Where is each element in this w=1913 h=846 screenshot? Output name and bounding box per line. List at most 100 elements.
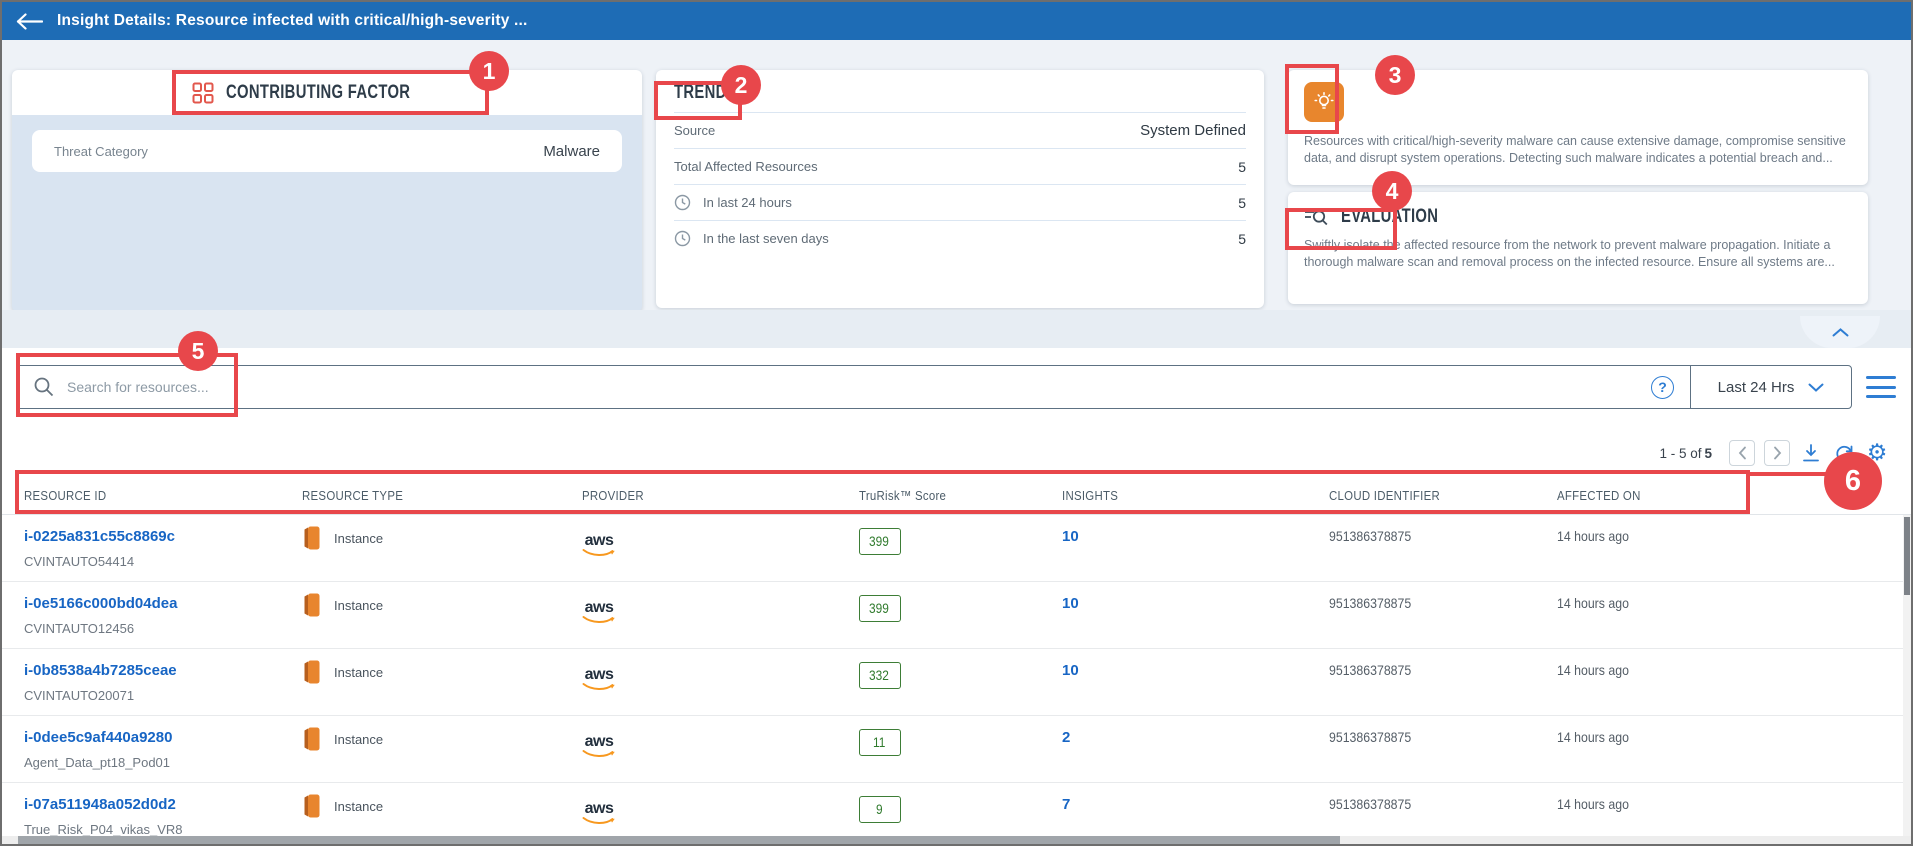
annotation-line-6 (1746, 472, 1830, 476)
trurisk-score-cell: 399 (859, 515, 1062, 555)
resources-panel: ? Last 24 Hrs 1 - 5 of5 (2, 348, 1911, 844)
instance-icon (302, 659, 322, 685)
help-icon[interactable]: ? (1651, 376, 1674, 399)
column-header-cloud-identifier[interactable]: CLOUD IDENTIFIER (1329, 487, 1557, 505)
insights-link[interactable]: 10 (1062, 662, 1079, 679)
resource-type-cell: Instance (302, 515, 582, 551)
trending-row-source: Source System Defined (674, 112, 1246, 148)
chevron-left-icon (1738, 446, 1747, 460)
resource-id-link[interactable]: i-07a511948a052d0d2 (24, 796, 176, 813)
resource-type-cell: Instance (302, 649, 582, 685)
threat-category-value: Malware (543, 143, 600, 160)
aws-smile (582, 816, 616, 825)
column-header-resource-id[interactable]: RESOURCE ID (24, 487, 302, 505)
resource-type-cell: Instance (302, 783, 582, 819)
insights-cell: 7 (1062, 783, 1329, 814)
top-bar: Insight Details: Resource infected with … (2, 2, 1911, 40)
aws-logo: aws (582, 662, 616, 691)
resource-id-link[interactable]: i-0dee5c9af440a9280 (24, 729, 172, 746)
last-24-hours-value: 5 (1238, 195, 1246, 211)
resource-id-link[interactable]: i-0225a831c55c8869c (24, 528, 175, 545)
table-body: i-0225a831c55c8869c CVINTAUTO54414 Insta… (2, 515, 1911, 846)
trending-card: TRENDING Source System Defined Total Aff… (656, 70, 1264, 308)
source-label: Source (674, 123, 715, 138)
trurisk-score-badge: 399 (859, 595, 901, 622)
resource-name: CVINTAUTO12456 (24, 621, 302, 636)
back-button[interactable] (16, 13, 43, 30)
cloud-identifier-cell: 951386378875 (1329, 515, 1557, 546)
trurisk-score-badge: 11 (859, 729, 901, 756)
cloud-identifier-value: 951386378875 (1329, 528, 1411, 544)
trending-row-24h: In last 24 hours 5 (674, 184, 1246, 220)
resource-id-cell: i-0dee5c9af440a9280 Agent_Data_pt18_Pod0… (24, 716, 302, 770)
lightbulb-icon (1304, 82, 1344, 122)
annotation-marker-4: 4 (1372, 171, 1412, 211)
search-input[interactable] (67, 379, 1651, 395)
resource-name: CVINTAUTO54414 (24, 554, 302, 569)
provider-cell: aws (582, 716, 859, 758)
table-header: RESOURCE ID RESOURCE TYPE PROVIDER TruRi… (2, 477, 1911, 515)
last-seven-days-label: In the last seven days (703, 231, 829, 246)
resource-type-cell: Instance (302, 716, 582, 752)
contributing-factor-title: CONTRIBUTING FACTOR (226, 82, 410, 104)
horizontal-scrollbar[interactable] (2, 836, 1911, 844)
affected-on-cell: 14 hours ago (1557, 515, 1911, 546)
column-header-resource-type[interactable]: RESOURCE TYPE (302, 487, 582, 505)
last-seven-days-value: 5 (1238, 231, 1246, 247)
column-header-provider[interactable]: PROVIDER (582, 487, 859, 505)
provider-cell: aws (582, 582, 859, 624)
insights-link[interactable]: 7 (1062, 796, 1070, 813)
cloud-identifier-cell: 951386378875 (1329, 649, 1557, 680)
insight-description-text: Resources with critical/high-severity ma… (1304, 133, 1852, 167)
next-page-button[interactable] (1764, 440, 1790, 466)
contributing-factor-header: CONTRIBUTING FACTOR (12, 70, 642, 115)
resource-id-link[interactable]: i-0e5166c000bd04dea (24, 595, 177, 612)
menu-icon[interactable] (1866, 376, 1896, 398)
download-button[interactable] (1799, 441, 1823, 465)
trending-row-7d: In the last seven days 5 (674, 220, 1246, 256)
instance-icon (302, 726, 322, 752)
affected-on-value: 14 hours ago (1557, 595, 1629, 611)
resource-id-link[interactable]: i-0b8538a4b7285ceae (24, 662, 177, 679)
insights-link[interactable]: 2 (1062, 729, 1070, 746)
provider-cell: aws (582, 649, 859, 691)
insight-details-screen: Insight Details: Resource infected with … (0, 0, 1913, 846)
resource-id-cell: i-0e5166c000bd04dea CVINTAUTO12456 (24, 582, 302, 636)
cloud-identifier-cell: 951386378875 (1329, 582, 1557, 613)
aws-smile (582, 548, 616, 557)
column-header-insights[interactable]: INSIGHTS (1062, 487, 1329, 505)
chevron-down-icon (1808, 383, 1824, 392)
grid-icon (192, 82, 214, 104)
resource-type-label: Instance (334, 799, 383, 814)
section-divider-strip (2, 310, 1911, 348)
trurisk-score-cell: 11 (859, 716, 1062, 756)
collapse-panel-button[interactable] (1800, 316, 1880, 348)
resource-type-label: Instance (334, 531, 383, 546)
affected-on-cell: 14 hours ago (1557, 582, 1911, 613)
time-range-dropdown[interactable]: Last 24 Hrs (1691, 366, 1851, 408)
previous-page-button[interactable] (1729, 440, 1755, 466)
evaluation-card: EVALUATION Swiftly isolate the affected … (1288, 192, 1868, 304)
resource-id-cell: i-0b8538a4b7285ceae CVINTAUTO20071 (24, 649, 302, 703)
affected-on-cell: 14 hours ago (1557, 716, 1911, 747)
column-header-trurisk-score[interactable]: TruRisk™ Score (859, 487, 1062, 505)
pagination-label: 1 - 5 of5 (1659, 446, 1712, 461)
search-icon (33, 376, 55, 398)
cloud-identifier-value: 951386378875 (1329, 662, 1411, 678)
cloud-identifier-cell: 951386378875 (1329, 716, 1557, 747)
resource-type-label: Instance (334, 732, 383, 747)
insights-link[interactable]: 10 (1062, 528, 1079, 545)
table-row: i-0e5166c000bd04dea CVINTAUTO12456 Insta… (2, 582, 1911, 649)
trurisk-score-cell: 399 (859, 582, 1062, 622)
aws-smile (582, 615, 616, 624)
last-24-hours-label: In last 24 hours (703, 195, 792, 210)
contributing-factor-card: CONTRIBUTING FACTOR Threat Category Malw… (12, 70, 642, 312)
instance-icon (302, 793, 322, 819)
vertical-scrollbar[interactable] (1903, 515, 1911, 836)
aws-logo: aws (582, 729, 616, 758)
trurisk-score-cell: 332 (859, 649, 1062, 689)
aws-smile (582, 749, 616, 758)
insights-link[interactable]: 10 (1062, 595, 1079, 612)
annotation-marker-6: 6 (1824, 452, 1882, 510)
page-title: Insight Details: Resource infected with … (57, 12, 528, 30)
